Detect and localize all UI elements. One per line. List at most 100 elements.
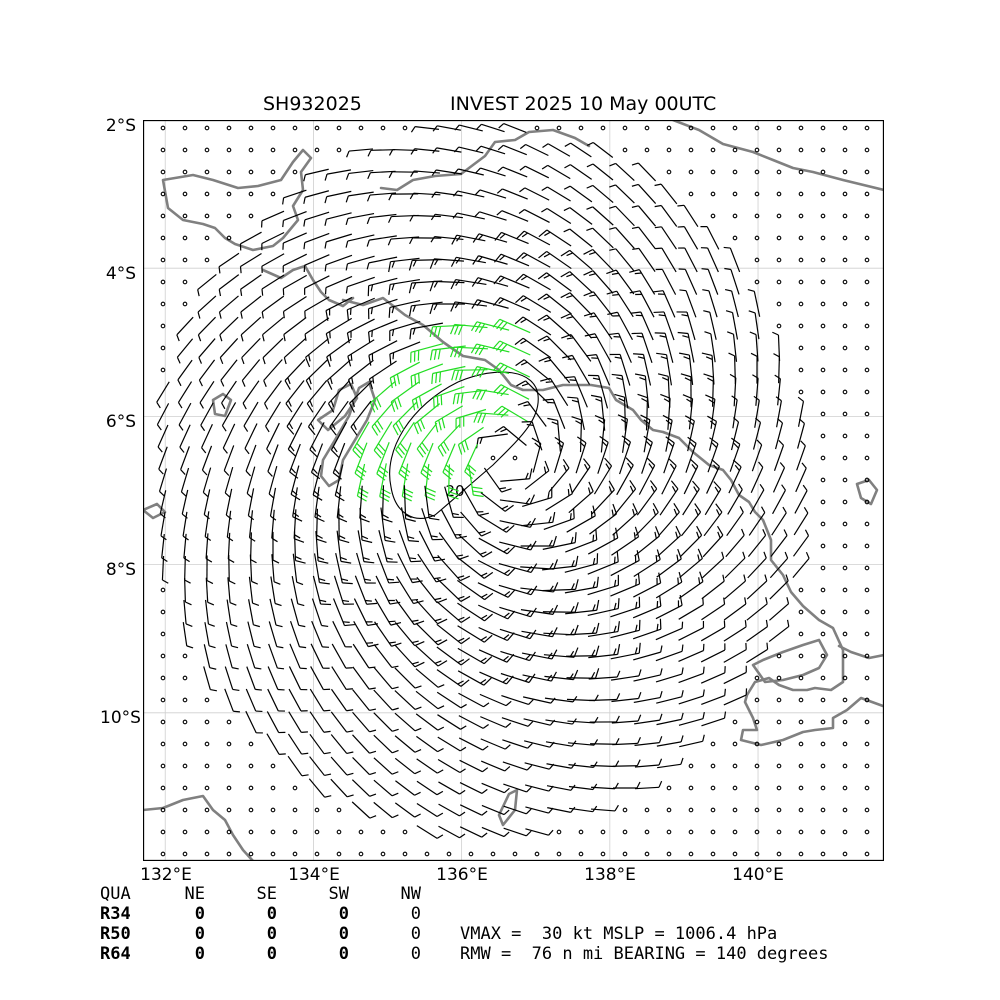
calm-marker xyxy=(776,235,782,241)
wind-barb xyxy=(481,782,510,794)
wind-barb xyxy=(521,511,556,527)
wind-barb xyxy=(201,445,213,476)
calm-marker xyxy=(314,807,320,813)
wind-barb xyxy=(367,170,396,180)
calm-marker xyxy=(380,851,386,857)
calm-marker xyxy=(226,169,232,175)
wind-barb xyxy=(267,666,285,691)
wind-barb xyxy=(436,691,467,709)
wind-barb xyxy=(388,257,420,273)
wind-barb xyxy=(225,488,233,520)
wind-barb xyxy=(248,576,260,606)
calm-marker xyxy=(248,829,254,835)
wind-barb xyxy=(700,666,726,684)
wind-barb xyxy=(315,530,329,564)
calm-marker xyxy=(864,411,870,417)
wind-barb xyxy=(701,597,726,621)
wind-barb xyxy=(496,210,529,222)
wind-barb xyxy=(730,417,740,451)
wind-barb-strong xyxy=(352,421,370,459)
coastline-new-guinea-south xyxy=(341,296,884,747)
wind-barb xyxy=(631,205,657,227)
calm-marker xyxy=(842,829,848,835)
wind-barb xyxy=(245,444,257,477)
wind-barb xyxy=(655,667,684,683)
coastline-islet-a xyxy=(211,392,233,418)
wind-barb xyxy=(774,418,784,450)
wind-barb xyxy=(261,316,284,342)
calm-marker xyxy=(842,455,848,461)
wind-barb xyxy=(330,421,348,458)
wind-barb xyxy=(203,489,211,520)
calm-marker xyxy=(842,653,848,659)
calm-marker xyxy=(182,191,188,197)
calm-marker xyxy=(842,389,848,395)
calm-marker xyxy=(182,851,188,857)
wind-barb xyxy=(304,296,330,318)
wind-barb xyxy=(268,621,284,649)
calm-marker xyxy=(798,169,804,175)
wind-barb xyxy=(610,573,641,597)
calm-marker xyxy=(842,169,848,175)
calm-marker xyxy=(864,829,870,835)
wind-barb xyxy=(679,352,694,386)
calm-marker xyxy=(798,213,804,219)
calm-marker xyxy=(182,279,188,285)
calm-marker xyxy=(622,851,628,857)
wind-barb xyxy=(311,598,329,628)
calm-marker xyxy=(512,851,518,857)
wind-barb xyxy=(523,718,556,726)
wind-barb xyxy=(261,295,285,319)
wind-barb xyxy=(436,669,470,687)
calm-marker xyxy=(864,235,870,241)
wind-barb-strong xyxy=(354,442,368,481)
calm-marker xyxy=(754,719,760,725)
calm-marker xyxy=(732,191,738,197)
wind-barb xyxy=(566,668,600,679)
wind-barb xyxy=(771,506,787,536)
wind-barb xyxy=(747,551,767,579)
wind-barb xyxy=(480,760,511,772)
wind-barb xyxy=(614,393,627,431)
wind-barb xyxy=(517,400,547,427)
wind-barb xyxy=(204,599,215,627)
calm-marker xyxy=(270,807,276,813)
calm-marker xyxy=(160,191,166,197)
wind-barb xyxy=(638,457,656,495)
calm-marker xyxy=(864,477,870,483)
wind-barb xyxy=(267,688,285,712)
calm-marker xyxy=(798,631,804,637)
calm-marker xyxy=(732,829,738,835)
coastline-north-new-guinea xyxy=(379,128,591,192)
calm-marker xyxy=(182,763,188,769)
wind-barb xyxy=(481,804,510,816)
wind-barb xyxy=(583,291,614,317)
wind-barb xyxy=(436,601,471,623)
calm-marker xyxy=(842,785,848,791)
wind-barb xyxy=(476,433,508,449)
wind-barb xyxy=(617,414,629,453)
wind-barb xyxy=(289,621,307,649)
wind-barb xyxy=(480,492,514,512)
coastline-islet-d xyxy=(497,788,519,827)
wind-barb xyxy=(538,250,572,270)
wind-barb xyxy=(752,374,759,406)
wind-barb xyxy=(263,359,283,387)
wind-barb xyxy=(394,712,422,732)
calm-marker xyxy=(754,213,760,219)
wind-barb xyxy=(457,647,493,665)
calm-marker xyxy=(160,785,166,791)
wind-barb xyxy=(271,554,281,585)
wind-barb xyxy=(682,480,700,516)
wind-barb-strong xyxy=(492,362,530,378)
wind-barb xyxy=(438,803,466,817)
calm-marker xyxy=(864,279,870,285)
wind-barb xyxy=(663,436,675,474)
calm-marker xyxy=(820,455,826,461)
wind-barb xyxy=(303,211,330,227)
calm-marker xyxy=(798,279,804,285)
calm-marker xyxy=(666,125,672,131)
wind-barb xyxy=(203,666,217,692)
calm-marker xyxy=(842,807,848,813)
calm-marker xyxy=(204,257,210,263)
